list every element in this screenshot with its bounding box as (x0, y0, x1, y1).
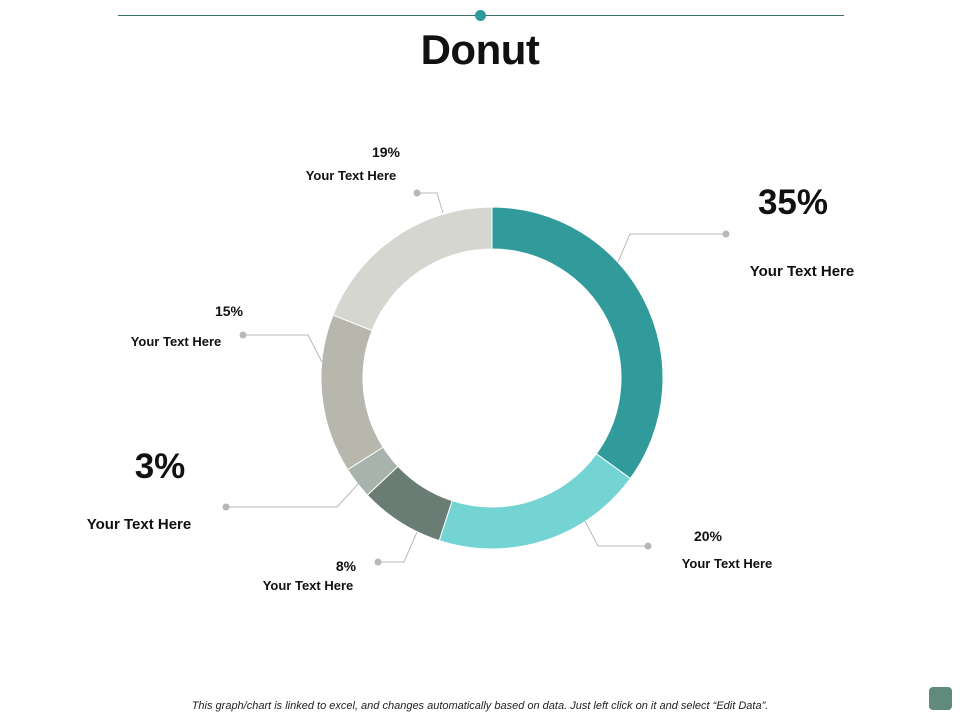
slice-text-label: Your Text Here (682, 556, 773, 571)
slice-percent-label: 20% (694, 528, 723, 544)
donut-slice-20pct[interactable] (438, 453, 632, 550)
leader-dot (374, 558, 382, 566)
slice-text-label: Your Text Here (263, 578, 354, 593)
leader-line (243, 334, 323, 363)
divider-dot (475, 10, 486, 21)
slice-percent-label: 19% (372, 144, 401, 160)
donut-slice-15pct[interactable] (320, 314, 384, 471)
slice-percent-label: 8% (336, 558, 357, 574)
slice-percent-label: 15% (215, 303, 244, 319)
slice-percent-label: 35% (758, 183, 828, 222)
leader-line (226, 482, 360, 508)
leader-line (417, 192, 444, 214)
leader-line (378, 531, 418, 563)
donut-slice-19pct[interactable] (332, 206, 493, 332)
slice-text-label: Your Text Here (87, 516, 191, 533)
slice-percent-label: 3% (135, 447, 186, 486)
donut-slice-35pct[interactable] (491, 206, 664, 480)
leader-dot (239, 331, 247, 339)
leader-line (584, 520, 648, 547)
slice-text-label: Your Text Here (750, 263, 854, 280)
slice-text-label: Your Text Here (131, 334, 222, 349)
slice-text-label: Your Text Here (306, 168, 397, 183)
leader-dot (644, 542, 652, 550)
leader-dot (722, 230, 730, 238)
leader-line (617, 233, 726, 263)
leader-dot (413, 189, 421, 197)
leader-dot (222, 503, 230, 511)
footer-note: This graph/chart is linked to excel, and… (191, 700, 769, 712)
page-title: Donut (420, 26, 540, 73)
slide-nav-button[interactable] (929, 687, 952, 710)
